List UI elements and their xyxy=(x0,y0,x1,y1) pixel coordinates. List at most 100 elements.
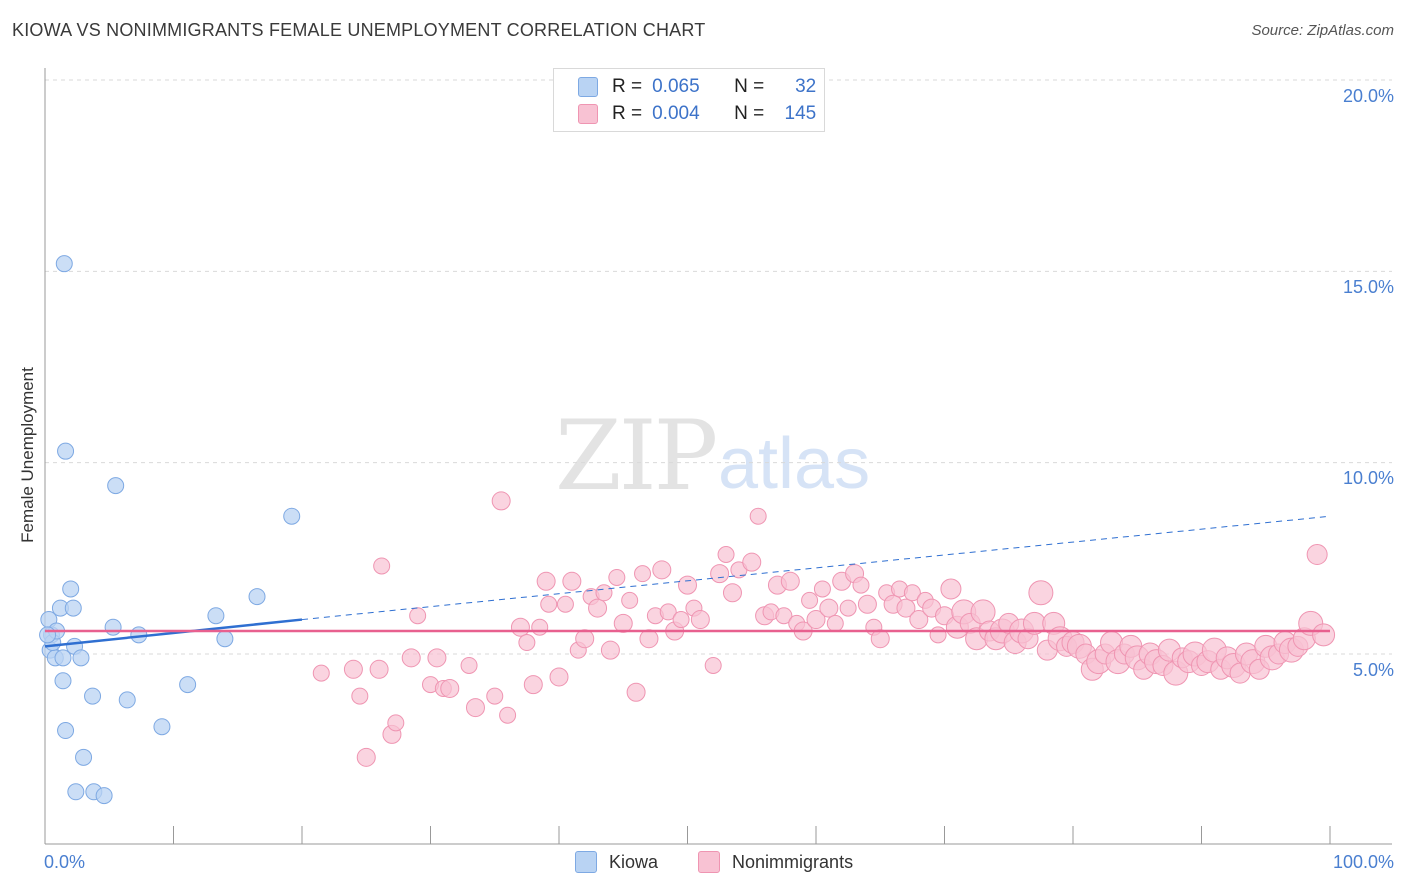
kiowa-point xyxy=(39,626,57,644)
legend-n-label: N = xyxy=(734,76,765,97)
nonimmigrants-point xyxy=(710,564,730,584)
legend-label-kiowa: Kiowa xyxy=(609,851,659,872)
nonimmigrants-point xyxy=(940,578,962,600)
kiowa-point xyxy=(72,649,90,667)
nonimmigrants-point xyxy=(621,591,639,609)
nonimmigrants-point xyxy=(903,584,921,602)
nonimmigrants-point xyxy=(351,687,369,705)
nonimmigrants-point xyxy=(427,648,447,668)
nonimmigrants-point xyxy=(857,594,877,614)
kiowa-point xyxy=(55,255,73,273)
nonimmigrants-point xyxy=(373,557,391,575)
nonimmigrants-point xyxy=(440,678,460,698)
nonimmigrants-point xyxy=(678,575,697,595)
nonimmigrants-point xyxy=(613,613,633,633)
legend-n-value: 145 xyxy=(784,103,817,124)
nonimmigrants-point xyxy=(819,598,839,618)
nonimmigrants-point xyxy=(626,682,646,702)
nonimmigrants-point xyxy=(460,656,478,674)
nonimmigrants-point xyxy=(491,491,511,511)
legend-item-kiowa[interactable]: Kiowa xyxy=(575,851,658,873)
nonimmigrants-point xyxy=(562,571,582,591)
nonimmigrants-swatch xyxy=(698,851,721,873)
nonimmigrants-point xyxy=(536,571,556,591)
kiowa-point xyxy=(104,618,122,636)
nonimmigrants-point xyxy=(401,648,421,668)
kiowa-point xyxy=(153,718,171,736)
kiowa-point xyxy=(179,676,197,694)
kiowa-swatch xyxy=(575,851,597,873)
nonimmigrants-point xyxy=(672,611,690,629)
nonimmigrants-point xyxy=(531,618,549,636)
kiowa-point xyxy=(64,599,82,617)
legend-row-nonimmigrants: R = 0.004 N = 145 xyxy=(578,101,816,127)
kiowa-point xyxy=(54,672,72,690)
nonimmigrants-point xyxy=(409,607,427,625)
nonimmigrants-point xyxy=(523,675,543,695)
legend-r-label: R = xyxy=(612,103,643,124)
nonimmigrants-point xyxy=(540,595,558,613)
y-tick-label: 10.0% xyxy=(1342,468,1394,488)
nonimmigrants-point xyxy=(839,599,857,617)
correlation-legend: R = 0.065 N = 32 R = 0.004 N = 145 xyxy=(553,68,825,132)
nonimmigrants-point xyxy=(634,565,652,583)
nonimmigrants-point xyxy=(518,634,536,652)
nonimmigrants-point xyxy=(690,610,710,630)
nonimmigrants-point xyxy=(970,599,996,625)
kiowa-point xyxy=(216,630,234,648)
nonimmigrants-point xyxy=(1312,623,1336,647)
kiowa-point xyxy=(67,783,85,801)
legend-r-value: 0.004 xyxy=(652,103,700,124)
kiowa-point xyxy=(84,687,102,705)
legend-n-value: 32 xyxy=(795,76,817,97)
nonimmigrants-point xyxy=(801,591,819,609)
nonimmigrants-point xyxy=(465,698,485,718)
nonimmigrants-point xyxy=(1306,544,1328,566)
watermark-atlas: atlas xyxy=(718,424,871,504)
kiowa-point xyxy=(107,477,125,495)
legend-n-label: N = xyxy=(734,103,765,124)
kiowa-swatch xyxy=(578,77,598,97)
nonimmigrants-point xyxy=(595,584,613,602)
nonimmigrants-point xyxy=(312,664,330,682)
nonimmigrants-point xyxy=(896,598,916,618)
nonimmigrants-point xyxy=(549,667,569,687)
y-tick-label: 5.0% xyxy=(1352,660,1394,680)
nonimmigrants-point xyxy=(387,714,405,732)
legend-row-kiowa: R = 0.065 N = 32 xyxy=(578,74,816,100)
x-tick-label: 100.0% xyxy=(1332,852,1394,872)
nonimmigrants-point xyxy=(343,659,363,679)
y-tick-label: 15.0% xyxy=(1342,277,1394,297)
kiowa-point xyxy=(57,442,75,460)
nonimmigrants-point xyxy=(556,595,574,613)
nonimmigrants-point xyxy=(929,626,947,644)
nonimmigrants-point xyxy=(749,507,767,525)
x-tick-label: 0.0% xyxy=(44,852,86,872)
kiowa-point xyxy=(57,722,75,740)
nonimmigrants-point xyxy=(775,607,793,625)
legend-r-value: 0.065 xyxy=(652,76,700,97)
nonimmigrants-point xyxy=(510,617,530,637)
nonimmigrants-point xyxy=(600,640,620,660)
nonimmigrants-swatch xyxy=(578,104,598,124)
kiowa-point xyxy=(54,649,72,667)
kiowa-point xyxy=(248,588,266,606)
nonimmigrants-point xyxy=(499,706,517,724)
legend-item-nonimmigrants[interactable]: Nonimmigrants xyxy=(698,851,853,873)
kiowa-point xyxy=(207,607,225,625)
y-axis-label: Female Unemployment xyxy=(18,367,37,543)
y-tick-label: 20.0% xyxy=(1342,86,1394,106)
kiowa-trend-line xyxy=(44,618,303,648)
nonimmigrants-point xyxy=(852,576,870,594)
watermark-zip: ZIP xyxy=(555,400,718,512)
nonimmigrants-point xyxy=(826,614,844,632)
nonimmigrants-point xyxy=(870,629,890,649)
chart-title: KIOWA VS NONIMMIGRANTS FEMALE UNEMPLOYME… xyxy=(12,20,706,40)
nonimmigrants-point xyxy=(806,610,826,630)
legend-r-label: R = xyxy=(612,76,643,97)
kiowa-point xyxy=(62,580,80,598)
nonimmigrants-point xyxy=(369,659,389,679)
nonimmigrants-point xyxy=(608,568,626,586)
source-label: Source: ZipAtlas.com xyxy=(1251,22,1394,39)
